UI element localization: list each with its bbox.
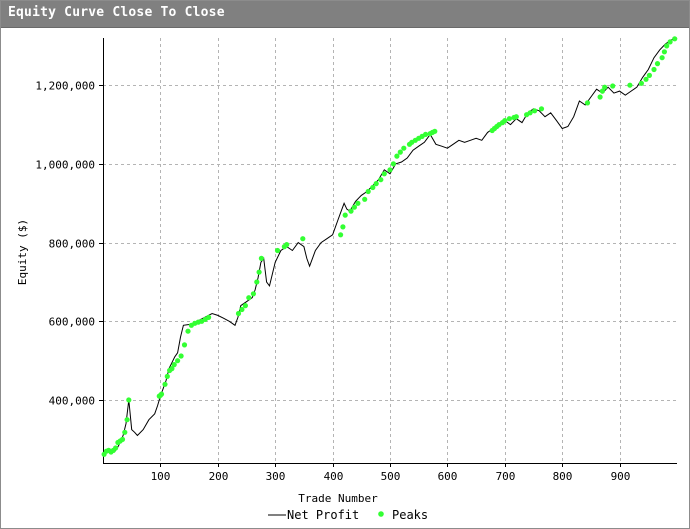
- peak-point: [242, 303, 248, 309]
- peak-point: [175, 358, 181, 364]
- peak-point: [239, 306, 245, 313]
- peaks-series: [101, 36, 678, 457]
- peak-point: [300, 236, 306, 242]
- peak-point: [610, 83, 616, 89]
- peak-point: [584, 100, 591, 106]
- peak-point: [158, 391, 165, 397]
- peak-point: [599, 88, 606, 94]
- peak-point: [258, 255, 264, 261]
- peak-point: [646, 72, 653, 78]
- y-tick-label: 1,000,000: [35, 159, 95, 172]
- peak-point: [661, 49, 668, 55]
- peak-point: [185, 328, 191, 334]
- peak-point: [390, 161, 396, 167]
- peak-point: [664, 43, 670, 49]
- window-title: Equity Curve Close To Close: [8, 5, 225, 20]
- peak-point: [370, 184, 376, 191]
- peak-point: [355, 200, 361, 206]
- peak-point: [119, 436, 126, 442]
- peak-point: [423, 131, 429, 137]
- x-tick-label: 500: [381, 470, 401, 483]
- peak-point: [124, 417, 130, 423]
- peak-point: [513, 114, 519, 120]
- x-tick-label: 900: [611, 470, 631, 483]
- legend-peaks-label: Peaks: [392, 508, 428, 522]
- y-tick-label: 1,200,000: [35, 80, 95, 93]
- y-axis-label: Equity ($): [16, 219, 29, 285]
- peak-point: [340, 224, 346, 230]
- x-tick-label: 200: [209, 470, 229, 483]
- x-tick-label: 400: [324, 470, 344, 483]
- peak-point: [178, 353, 184, 359]
- peak-point: [169, 366, 175, 372]
- peak-point: [250, 291, 256, 297]
- x-tick-label: 600: [438, 470, 458, 483]
- peak-point: [394, 153, 400, 159]
- peak-point: [254, 279, 260, 285]
- tick-labels: 100 200 300 400 500 600 700 800 900 400,000 600,00…: [35, 80, 630, 484]
- peak-point: [654, 61, 661, 67]
- peak-point: [246, 295, 252, 301]
- peak-point: [162, 381, 168, 387]
- peak-point: [532, 108, 538, 114]
- legend-peaks-swatch: [378, 511, 384, 517]
- peak-point: [351, 204, 357, 210]
- legend-net-profit-label: Net Profit: [287, 508, 359, 522]
- peak-point: [672, 36, 678, 42]
- title-bar: Equity Curve Close To Close: [1, 1, 689, 28]
- peak-point: [638, 80, 645, 86]
- peak-point: [171, 362, 177, 368]
- peak-point: [527, 110, 533, 116]
- x-tick-label: 800: [553, 470, 573, 483]
- y-tick-label: 400,000: [49, 395, 95, 408]
- peak-point: [181, 342, 188, 348]
- peak-point: [235, 310, 242, 317]
- peak-point: [373, 181, 379, 187]
- peak-point: [274, 247, 281, 254]
- peak-point: [362, 196, 368, 202]
- peak-point: [627, 82, 633, 88]
- peak-point: [597, 94, 603, 100]
- peak-point: [502, 118, 508, 124]
- x-tick-label: 100: [151, 470, 171, 483]
- peak-point: [397, 149, 403, 155]
- net-profit-series: [102, 37, 678, 454]
- peak-point: [256, 269, 262, 275]
- x-tick-label: 300: [266, 470, 286, 483]
- peak-point: [432, 128, 438, 134]
- legend: Net Profit Peaks: [268, 508, 428, 522]
- peak-point: [206, 314, 212, 320]
- peak-point: [401, 145, 407, 151]
- peak-point: [506, 116, 512, 122]
- peak-point: [122, 429, 128, 435]
- peak-point: [602, 84, 608, 90]
- peak-point: [651, 66, 657, 73]
- x-axis-label: Trade Number: [298, 492, 378, 505]
- peak-point: [381, 171, 387, 177]
- peak-point: [164, 373, 170, 379]
- peak-point: [126, 397, 132, 403]
- peak-point: [667, 39, 673, 45]
- peak-point: [659, 55, 665, 61]
- peak-point: [378, 177, 384, 183]
- peak-point: [365, 188, 371, 195]
- peak-point: [113, 445, 119, 451]
- y-tick-label: 800,000: [49, 238, 95, 251]
- peak-point: [342, 212, 348, 218]
- y-tick-label: 600,000: [49, 316, 95, 329]
- net-profit-line: [102, 37, 678, 454]
- x-tick-label: 700: [496, 470, 516, 483]
- peak-point: [643, 76, 649, 82]
- peak-point: [338, 232, 344, 238]
- peak-point: [348, 208, 354, 214]
- axes-layer: [99, 38, 677, 467]
- peak-point: [387, 167, 393, 173]
- peak-point: [284, 242, 290, 248]
- peak-point: [538, 106, 545, 112]
- grid-layer: [103, 38, 677, 463]
